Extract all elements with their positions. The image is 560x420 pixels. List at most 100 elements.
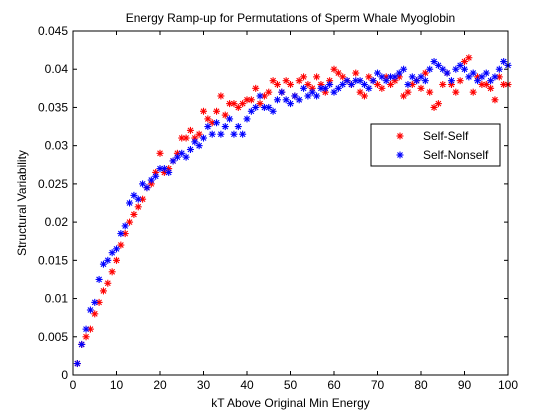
data-point-self-nonself [291, 92, 299, 100]
data-point-self-nonself [269, 107, 277, 115]
data-point-self-nonself [126, 199, 134, 207]
data-point-self-nonself [491, 73, 499, 81]
data-point-self-nonself [208, 130, 216, 138]
data-point-self-self [273, 81, 281, 89]
data-point-self-nonself [182, 153, 190, 161]
data-point-self-self [86, 325, 94, 333]
x-tick-label: 80 [414, 378, 428, 392]
data-point-self-self [230, 100, 238, 108]
data-point-self-self [200, 107, 207, 115]
data-point-self-nonself [326, 81, 334, 89]
data-point-self-nonself [495, 65, 503, 73]
data-point-self-self [130, 210, 138, 218]
y-tick-label: 0.03 [45, 139, 69, 153]
data-point-self-nonself [352, 77, 360, 85]
data-point-self-self [99, 287, 107, 295]
data-points [73, 54, 512, 368]
data-point-self-nonself [382, 77, 390, 85]
data-point-self-self [117, 241, 125, 249]
data-point-self-self [265, 88, 273, 96]
data-point-self-nonself [230, 130, 238, 138]
data-point-self-nonself [265, 103, 273, 111]
y-tick-label: 0.005 [38, 330, 68, 344]
data-point-self-nonself [395, 69, 403, 77]
legend-label-self-nonself: Self-Nonself [423, 148, 489, 162]
data-point-self-nonself [78, 340, 86, 348]
data-point-self-self [434, 100, 442, 108]
data-point-self-nonself [273, 96, 281, 104]
data-point-self-nonself [404, 81, 412, 89]
y-tick-label: 0 [61, 368, 68, 382]
data-point-self-self [156, 149, 164, 157]
data-point-self-nonself [86, 306, 94, 314]
data-point-self-nonself [308, 88, 316, 96]
data-point-self-nonself [226, 115, 234, 123]
x-tick-label: 90 [458, 378, 472, 392]
y-tick-label: 0.04 [45, 62, 69, 76]
x-axis-label: kT Above Original Min Energy [211, 396, 370, 410]
data-point-self-self [500, 81, 508, 89]
y-tick-label: 0.02 [45, 215, 69, 229]
legend-marker-self-nonself [396, 151, 404, 159]
data-point-self-nonself [300, 84, 308, 92]
data-point-self-nonself [400, 65, 408, 73]
data-point-self-nonself [469, 69, 477, 77]
legend-asterisk-self-nonself [396, 151, 404, 159]
data-point-self-nonself [252, 103, 260, 111]
legend-box [370, 123, 501, 167]
y-axis-label: Structural Variability [15, 150, 29, 256]
data-point-self-self [287, 81, 294, 89]
data-point-self-self [465, 54, 473, 62]
data-point-self-self [186, 126, 194, 134]
data-point-self-nonself [456, 61, 464, 69]
data-point-self-self [404, 88, 412, 96]
data-point-self-self [204, 115, 212, 123]
data-point-self-nonself [221, 123, 229, 131]
x-tick-label: 30 [197, 378, 211, 392]
data-point-self-nonself [195, 142, 203, 150]
y-tick-label: 0.015 [38, 253, 68, 267]
data-point-self-self [104, 279, 112, 287]
data-point-self-self [487, 84, 495, 92]
data-point-self-nonself [287, 100, 294, 108]
data-point-self-self [221, 111, 229, 119]
data-point-self-self [378, 84, 386, 92]
data-point-self-nonself [117, 230, 125, 238]
data-point-self-nonself [121, 222, 129, 230]
data-point-self-nonself [243, 115, 251, 123]
data-point-self-self [491, 96, 499, 104]
legend-label-self-self: Self-Self [423, 129, 469, 143]
x-tick-label: 10 [110, 378, 124, 392]
data-point-self-self [439, 81, 447, 89]
data-point-self-nonself [234, 123, 242, 131]
data-point-self-nonself [91, 298, 99, 306]
data-point-self-self [247, 96, 255, 104]
data-point-self-self [300, 73, 308, 81]
data-point-self-self [352, 69, 360, 77]
data-point-self-self [452, 88, 460, 96]
data-point-self-nonself [178, 149, 186, 157]
data-point-self-nonself [474, 77, 482, 85]
data-point-self-self [82, 333, 90, 341]
data-point-self-nonself [295, 96, 303, 104]
data-point-self-nonself [461, 65, 468, 73]
data-point-self-nonself [143, 184, 151, 192]
x-tick-label: 70 [371, 378, 385, 392]
legend: Self-Self Self-Nonself [370, 123, 501, 167]
data-point-self-nonself [213, 119, 221, 127]
y-tick-label: 0.035 [38, 100, 68, 114]
x-tick-label: 20 [153, 378, 167, 392]
data-point-self-nonself [104, 256, 112, 264]
data-point-self-self [360, 92, 368, 100]
data-point-self-self [313, 73, 321, 81]
data-point-self-self [469, 88, 477, 96]
chart-title: Energy Ramp-up for Permutations of Sperm… [126, 11, 455, 25]
data-point-self-nonself [95, 275, 103, 283]
data-point-self-nonself [369, 77, 377, 85]
data-point-self-self [113, 256, 120, 264]
data-point-self-self [182, 134, 190, 142]
data-point-self-self [456, 77, 464, 85]
x-tick-label: 100 [498, 378, 518, 392]
legend-marker-self-self [396, 132, 404, 140]
